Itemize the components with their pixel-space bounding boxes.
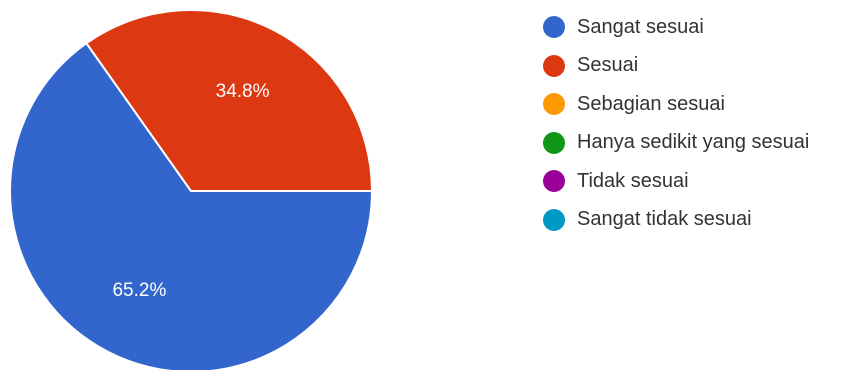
legend-swatch-icon <box>543 131 565 154</box>
pie-slices <box>9 9 373 370</box>
legend-swatch-icon <box>543 208 565 231</box>
pie-slice-label: 34.8% <box>216 81 270 102</box>
legend-label: Sangat sesuai <box>577 15 704 38</box>
legend-swatch-icon <box>543 93 565 116</box>
pie-slice-labels: 65.2% 34.8% <box>112 81 269 301</box>
legend-label: Sesuai <box>577 54 639 77</box>
legend-item[interactable]: Hanya sedikit yang sesuai <box>543 124 809 163</box>
legend-swatch-icon <box>543 16 565 39</box>
legend-item[interactable]: Sangat sesuai <box>543 8 809 47</box>
legend-item[interactable]: Sangat tidak sesuai <box>543 201 809 240</box>
legend-item[interactable]: Sesuai <box>543 47 809 86</box>
pie-slice-sesuai[interactable] <box>85 9 373 192</box>
legend-label: Tidak sesuai <box>577 169 689 192</box>
pie-slice-label: 65.2% <box>112 280 166 301</box>
legend-item[interactable]: Tidak sesuai <box>543 162 809 201</box>
legend-item[interactable]: Sebagian sesuai <box>543 85 809 124</box>
pie-slice-sangat-sesuai[interactable] <box>9 42 373 370</box>
chart-legend: Sangat sesuai Sesuai Sebagian sesuai Hanya … <box>543 8 809 239</box>
legend-swatch-icon <box>543 170 565 193</box>
legend-swatch-icon <box>543 54 565 77</box>
legend-label: Sangat tidak sesuai <box>577 208 752 231</box>
legend-label: Sebagian sesuai <box>577 92 725 115</box>
legend-label: Hanya sedikit yang sesuai <box>577 131 810 154</box>
